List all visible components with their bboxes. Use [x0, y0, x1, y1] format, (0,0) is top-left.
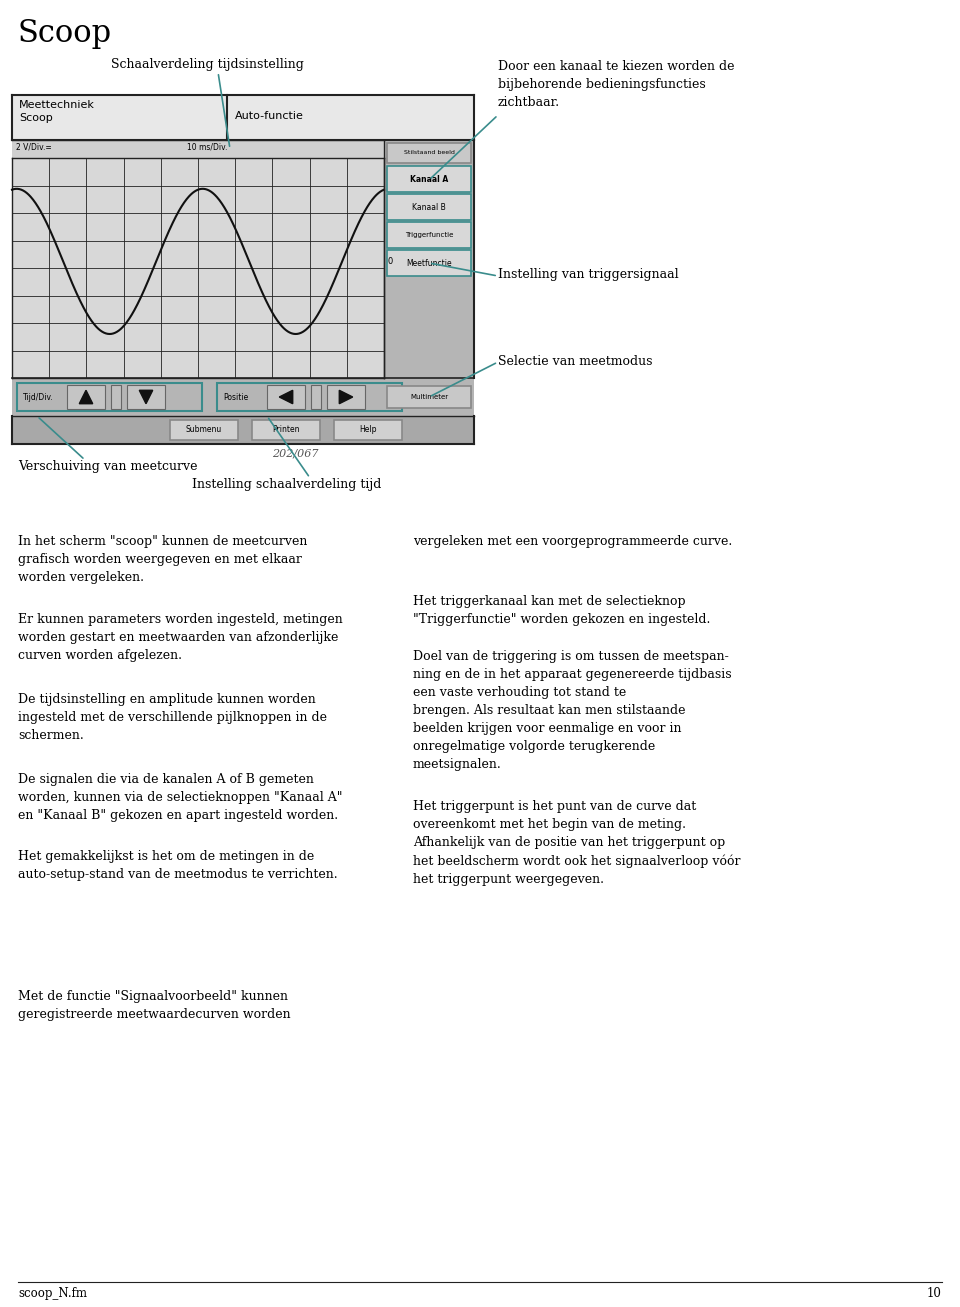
- Bar: [12, 378, 474, 416]
- Text: In het scherm "scoop" kunnen de meetcurven
grafisch worden weergegeven en met el: In het scherm "scoop" kunnen de meetcurv…: [18, 535, 307, 584]
- Text: 0: 0: [387, 257, 393, 265]
- Polygon shape: [80, 391, 93, 404]
- Text: Verschuiving van meetcurve: Verschuiving van meetcurve: [18, 460, 198, 473]
- Bar: [387, 142, 471, 163]
- Bar: [387, 166, 471, 192]
- Text: Help: Help: [359, 426, 376, 434]
- Text: De tijdsinstelling en amplitude kunnen worden
ingesteld met de verschillende pij: De tijdsinstelling en amplitude kunnen w…: [18, 693, 327, 742]
- Polygon shape: [139, 391, 153, 404]
- Text: 10 ms/Div.: 10 ms/Div.: [187, 142, 228, 152]
- Text: vergeleken met een voorgeprogrammeerde curve.: vergeleken met een voorgeprogrammeerde c…: [413, 535, 732, 548]
- Text: Het triggerpunt is het punt van de curve dat
overeenkomt met het begin van de me: Het triggerpunt is het punt van de curve…: [413, 800, 740, 886]
- Text: Printen: Printen: [273, 426, 300, 434]
- Bar: [252, 420, 320, 440]
- Text: 202/067: 202/067: [272, 450, 319, 459]
- Text: Met de functie "Signaalvoorbeeld" kunnen
geregistreerde meetwaardecurven worden: Met de functie "Signaalvoorbeeld" kunnen…: [18, 989, 291, 1021]
- Text: Selectie van meetmodus: Selectie van meetmodus: [498, 356, 653, 369]
- Bar: [387, 193, 471, 220]
- Text: Kanaal A: Kanaal A: [410, 175, 448, 183]
- Text: Kanaal B: Kanaal B: [412, 203, 445, 212]
- Text: Tijd/Div.: Tijd/Div.: [23, 392, 54, 401]
- Bar: [12, 416, 474, 444]
- Text: 10: 10: [927, 1287, 942, 1300]
- Text: Multimeter: Multimeter: [410, 393, 448, 400]
- Text: Instelling van triggersignaal: Instelling van triggersignaal: [498, 268, 679, 281]
- Bar: [127, 386, 165, 409]
- Text: Scoop: Scoop: [18, 18, 112, 48]
- Bar: [387, 250, 471, 276]
- Bar: [17, 383, 202, 410]
- Bar: [334, 420, 402, 440]
- Text: Meettechniek
Scoop: Meettechniek Scoop: [19, 101, 95, 123]
- Bar: [12, 140, 384, 158]
- Text: 2 V/Div.=: 2 V/Div.=: [16, 142, 52, 152]
- Text: De signalen die via de kanalen A of B gemeten
worden, kunnen via de selectieknop: De signalen die via de kanalen A of B ge…: [18, 772, 343, 822]
- Text: Het triggerkanaal kan met de selectieknop
"Triggerfunctie" worden gekozen en ing: Het triggerkanaal kan met de selectiekno…: [413, 595, 710, 626]
- Bar: [111, 386, 121, 409]
- Polygon shape: [279, 391, 293, 404]
- Text: Het gemakkelijkst is het om de metingen in de
auto-setup-stand van de meetmodus : Het gemakkelijkst is het om de metingen …: [18, 850, 338, 881]
- Bar: [387, 222, 471, 248]
- Bar: [387, 386, 471, 408]
- Polygon shape: [339, 391, 352, 404]
- Text: Meetfunctie: Meetfunctie: [406, 259, 452, 268]
- Text: Door een kanaal te kiezen worden de
bijbehorende bedieningsfuncties
zichtbaar.: Door een kanaal te kiezen worden de bijb…: [498, 60, 734, 108]
- Text: Triggerfunctie: Triggerfunctie: [405, 233, 453, 238]
- Text: Auto-functie: Auto-functie: [235, 111, 304, 122]
- Text: scoop_N.fm: scoop_N.fm: [18, 1287, 87, 1300]
- Text: Stilstaand beeld: Stilstaand beeld: [403, 150, 454, 156]
- Text: Er kunnen parameters worden ingesteld, metingen
worden gestart en meetwaarden va: Er kunnen parameters worden ingesteld, m…: [18, 613, 343, 663]
- Text: Doel van de triggering is om tussen de meetspan-
ning en de in het apparaat gege: Doel van de triggering is om tussen de m…: [413, 650, 732, 771]
- Bar: [170, 420, 238, 440]
- Bar: [327, 386, 365, 409]
- Text: Instelling schaalverdeling tijd: Instelling schaalverdeling tijd: [192, 478, 382, 491]
- Text: Positie: Positie: [223, 392, 249, 401]
- Text: Schaalverdeling tijdsinstelling: Schaalverdeling tijdsinstelling: [110, 58, 303, 71]
- Bar: [384, 140, 474, 378]
- Bar: [12, 95, 474, 140]
- Bar: [217, 383, 402, 410]
- Bar: [311, 386, 321, 409]
- Text: Submenu: Submenu: [186, 426, 222, 434]
- Bar: [67, 386, 105, 409]
- Bar: [12, 158, 384, 378]
- Bar: [267, 386, 305, 409]
